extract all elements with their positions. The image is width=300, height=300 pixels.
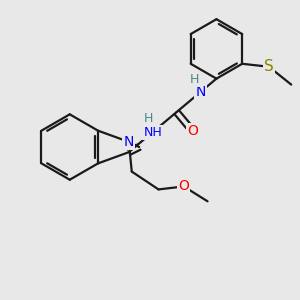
- Text: O: O: [188, 124, 198, 138]
- Text: H: H: [143, 112, 153, 125]
- Text: N: N: [195, 85, 206, 99]
- Text: S: S: [264, 59, 274, 74]
- Text: NH: NH: [143, 126, 162, 139]
- Text: H: H: [190, 73, 199, 86]
- Text: O: O: [178, 179, 189, 194]
- Text: N: N: [124, 135, 134, 149]
